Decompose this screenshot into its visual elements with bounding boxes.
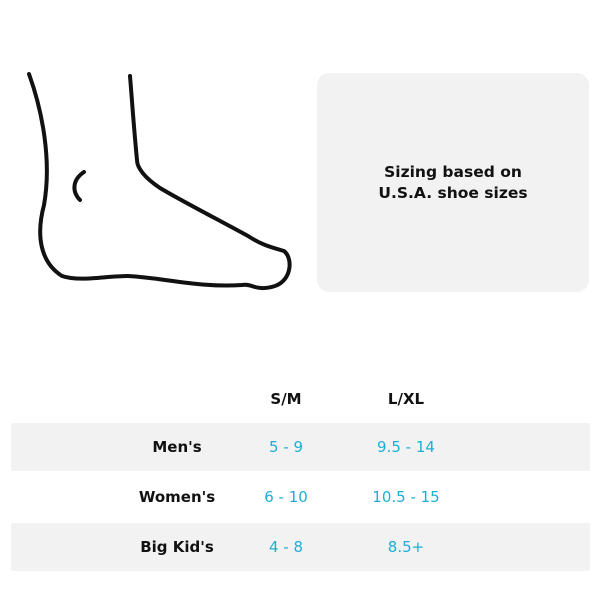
size-value: 4 - 8	[268, 538, 304, 556]
column-header-sm: S/M	[270, 390, 302, 408]
size-value: 6 - 10	[264, 488, 308, 506]
sizing-info-line2: U.S.A. shoe sizes	[378, 183, 528, 202]
size-value: 5 - 9	[268, 438, 304, 456]
row-label: Big Kid's	[140, 538, 214, 556]
table-row: Women's 6 - 10 10.5 - 15	[11, 473, 590, 521]
column-header-lxl: L/XL	[387, 390, 425, 408]
size-value: 10.5 - 15	[372, 488, 440, 506]
table-row: Men's 5 - 9 9.5 - 14	[11, 423, 590, 471]
sizing-info-line1: Sizing based on	[384, 162, 522, 181]
row-label: Women's	[138, 488, 216, 506]
table-row: Big Kid's 4 - 8 8.5+	[11, 523, 590, 571]
foot-outline-icon	[27, 72, 292, 291]
size-value: 8.5+	[387, 538, 425, 556]
size-value: 9.5 - 14	[377, 438, 435, 456]
sizing-info-panel: Sizing based on U.S.A. shoe sizes	[317, 73, 589, 292]
row-label: Men's	[152, 438, 202, 456]
